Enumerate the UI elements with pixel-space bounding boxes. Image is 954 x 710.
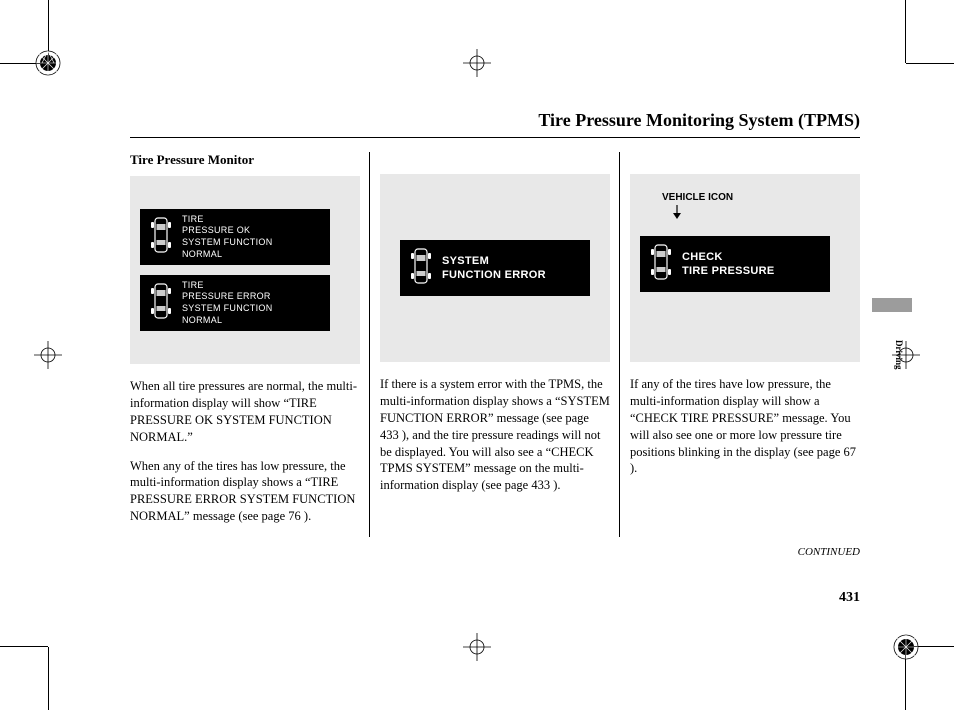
column-2: SYSTEM FUNCTION ERROR If there is a syst… — [370, 152, 620, 537]
crop-mark — [905, 0, 906, 63]
illustration-box: SYSTEM FUNCTION ERROR — [380, 174, 610, 362]
vehicle-icon — [410, 247, 432, 290]
vehicle-icon — [650, 243, 672, 286]
paragraph: When any of the tires has low pressure, … — [130, 458, 360, 526]
vehicle-icon — [150, 216, 172, 259]
crop-mark — [0, 646, 48, 647]
page-title: Tire Pressure Monitoring System (TPMS) — [130, 110, 860, 138]
vehicle-icon — [150, 282, 172, 325]
illustration-box: TIRE PRESSURE OK SYSTEM FUNCTION NORMAL — [130, 176, 360, 364]
paragraph: If there is a system error with the TPMS… — [380, 376, 610, 494]
registration-mark-icon — [34, 49, 62, 77]
cross-mark-icon — [34, 341, 62, 369]
columns: Tire Pressure Monitor — [130, 152, 860, 537]
arrow-down-icon — [672, 205, 682, 224]
display-panel-check: CHECK TIRE PRESSURE — [640, 236, 830, 292]
display-text: SYSTEM FUNCTION ERROR — [442, 254, 546, 283]
cross-mark-icon — [463, 633, 491, 661]
section-subhead: Tire Pressure Monitor — [130, 152, 360, 168]
crop-mark — [48, 647, 49, 710]
side-tab — [872, 298, 912, 312]
illustration-box: VEHICLE ICON — [630, 174, 860, 362]
icon-label: VEHICLE ICON — [662, 192, 733, 203]
cross-mark-icon — [463, 49, 491, 77]
page-number: 431 — [839, 590, 860, 606]
column-1: Tire Pressure Monitor — [130, 152, 370, 537]
continued-label: CONTINUED — [798, 546, 860, 558]
display-text: TIRE PRESSURE OK SYSTEM FUNCTION NORMAL — [182, 214, 273, 261]
display-text: TIRE PRESSURE ERROR SYSTEM FUNCTION NORM… — [182, 280, 273, 327]
paragraph: When all tire pressures are normal, the … — [130, 378, 360, 446]
display-panel-ok: TIRE PRESSURE OK SYSTEM FUNCTION NORMAL — [140, 209, 330, 265]
display-text: CHECK TIRE PRESSURE — [682, 250, 775, 279]
column-3: VEHICLE ICON — [620, 152, 860, 537]
registration-mark-icon — [892, 633, 920, 661]
page-content: Tire Pressure Monitoring System (TPMS) T… — [130, 110, 860, 537]
crop-mark — [906, 63, 954, 64]
side-section-label: Driving — [894, 340, 904, 370]
display-panel-syserr: SYSTEM FUNCTION ERROR — [400, 240, 590, 296]
display-panel-error: TIRE PRESSURE ERROR SYSTEM FUNCTION NORM… — [140, 275, 330, 331]
paragraph: If any of the tires have low pressure, t… — [630, 376, 860, 477]
